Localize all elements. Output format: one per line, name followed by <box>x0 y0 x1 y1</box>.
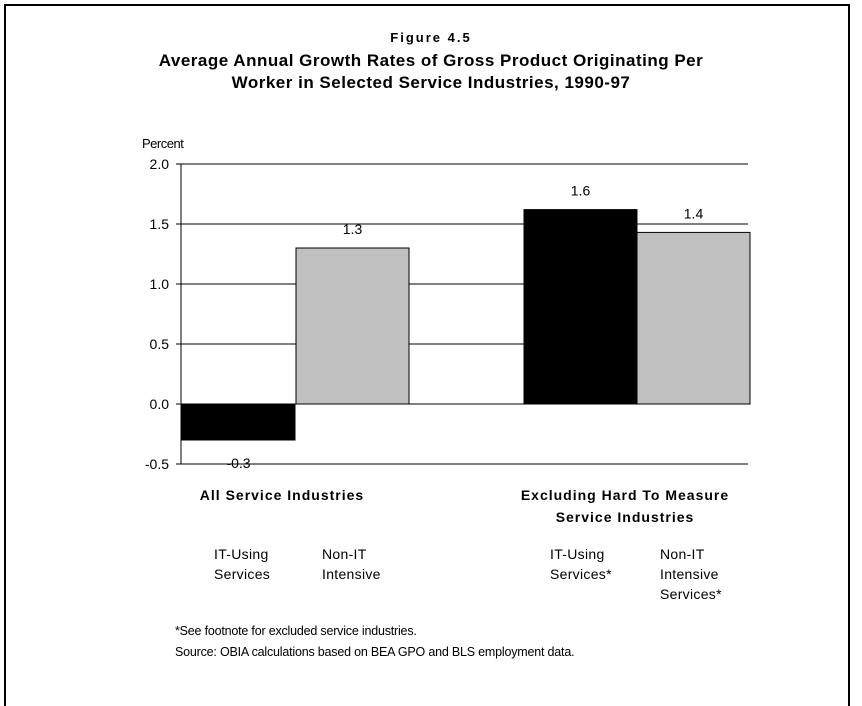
y-tick-label: 0.0 <box>150 396 170 412</box>
chart-title-line-2: Worker in Selected Service Industries, 1… <box>231 73 631 92</box>
group-label-all-services-line-1: All Service Industries <box>199 487 365 503</box>
figure-label: Figure 4.5 <box>390 30 472 45</box>
series-label-line: Services <box>214 566 271 582</box>
frame-top-border <box>4 4 850 6</box>
series-label-line: Non-IT <box>322 546 367 562</box>
footnote-excluded: *See footnote for excluded service indus… <box>175 624 417 638</box>
series-label-line: Services* <box>550 566 612 582</box>
bar-chart-plot: 2.0 1.5 1.0 0.5 0.0 -0.5 -0.3 1.3 1.6 1.4 <box>145 156 751 472</box>
data-label: 1.6 <box>571 183 591 199</box>
bar <box>523 209 638 405</box>
y-tick-label: 0.5 <box>150 336 170 352</box>
frame-right-border <box>848 4 850 706</box>
chart-title: Average Annual Growth Rates of Gross Pro… <box>80 50 782 94</box>
y-tick-label: -0.5 <box>145 456 169 472</box>
chart-title-line-1: Average Annual Growth Rates of Gross Pro… <box>158 51 704 70</box>
footnote-source: Source: OBIA calculations based on BEA G… <box>175 645 575 659</box>
series-label-line: Non-IT <box>660 546 705 562</box>
y-tick-label: 1.5 <box>150 216 170 232</box>
group-label-excluding: Excluding Hard To Measure Service Indust… <box>480 484 770 528</box>
series-label-line: Services* <box>660 586 722 602</box>
series-label-non-it-all: Non-IT Intensive <box>322 544 381 584</box>
series-label-non-it-excl: Non-IT Intensive Services* <box>660 544 722 604</box>
bar <box>636 231 751 405</box>
y-tick-label: 2.0 <box>150 156 170 172</box>
data-label: 1.3 <box>343 221 363 237</box>
y-axis-label: Percent <box>142 136 184 151</box>
data-label: -0.3 <box>226 455 250 471</box>
group-label-excluding-line-2: Service Industries <box>555 509 695 525</box>
group-label-excluding-line-1: Excluding Hard To Measure <box>520 487 730 503</box>
group-label-all-services: All Service Industries <box>152 484 412 506</box>
y-tick-label: 1.0 <box>150 276 170 292</box>
series-label-line: IT-Using <box>214 546 269 562</box>
series-label-line: Intensive <box>660 566 719 582</box>
bar <box>295 247 410 405</box>
series-label-it-using-excl: IT-Using Services* <box>550 544 612 584</box>
bar <box>181 403 296 441</box>
series-label-it-using-all: IT-Using Services <box>214 544 270 584</box>
series-label-line: IT-Using <box>550 546 605 562</box>
data-label: 1.4 <box>684 205 704 221</box>
frame-left-border <box>4 4 6 706</box>
series-label-line: Intensive <box>322 566 381 582</box>
